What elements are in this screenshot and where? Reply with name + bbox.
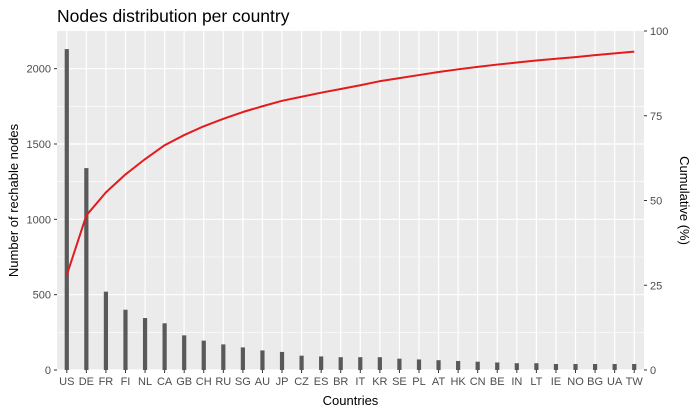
bar-BE	[495, 362, 500, 370]
x-tick-label: GB	[176, 376, 192, 388]
x-tick-label: SG	[235, 376, 251, 388]
bar-SE	[397, 358, 402, 370]
x-tick-label: KR	[372, 376, 387, 388]
bar-series	[64, 49, 637, 371]
x-tick-label: AU	[255, 376, 270, 388]
bar-NO	[573, 363, 578, 370]
bar-PL	[416, 359, 422, 370]
x-tick-label: DE	[79, 376, 94, 388]
x-tick-label: TW	[626, 376, 644, 388]
x-tick-label: NL	[138, 376, 152, 388]
bar-CN	[475, 361, 480, 370]
bar-HK	[456, 360, 461, 370]
x-tick-label: JP	[276, 376, 289, 388]
bar-RU	[221, 344, 226, 370]
bar-SG	[240, 347, 245, 370]
bar-IT	[358, 357, 363, 370]
x-tick-label: IE	[551, 376, 561, 388]
y2-tick-label: 75	[650, 111, 662, 123]
bar-DE	[84, 168, 89, 370]
bar-CA	[162, 323, 167, 370]
bar-IN	[514, 363, 519, 370]
y2-axis-title: Cumulative (%)	[677, 156, 692, 245]
y2-tick-label: 50	[650, 196, 662, 208]
x-tick-label: IN	[511, 376, 522, 388]
bar-US	[64, 49, 69, 371]
bar-FR	[103, 291, 109, 370]
bar-AU	[260, 350, 265, 370]
x-tick-label: BE	[490, 376, 505, 388]
y-tick-label: 1500	[27, 139, 51, 151]
x-tick-label: FI	[121, 376, 131, 388]
bar-JP	[279, 351, 285, 370]
y-tick-label: 2000	[27, 64, 51, 76]
bar-NL	[142, 318, 148, 370]
y-tick-label: 500	[33, 290, 51, 302]
bar-LT	[534, 363, 539, 370]
bar-FI	[123, 309, 128, 370]
x-tick-label: UA	[607, 376, 623, 388]
chart-title: Nodes distribution per country	[57, 6, 290, 26]
bar-BG	[592, 363, 598, 370]
bar-ES	[319, 356, 324, 370]
x-tick-label: BG	[587, 376, 603, 388]
x-tick-label: SE	[392, 376, 407, 388]
x-tick-label: PL	[412, 376, 425, 388]
x-tick-label: CZ	[294, 376, 309, 388]
x-tick-label: HK	[450, 376, 466, 388]
bar-BR	[338, 357, 343, 370]
bar-GB	[182, 335, 187, 370]
x-tick-label: IT	[355, 376, 365, 388]
bar-CZ	[299, 355, 304, 370]
x-tick-label: CN	[470, 376, 486, 388]
y-axis-left: 0 500 1000 1500 2000	[27, 64, 57, 377]
y2-tick-label: 0	[650, 365, 656, 377]
x-tick-label: CA	[157, 376, 173, 388]
x-tick-label: CH	[196, 376, 212, 388]
bar-IE	[553, 363, 559, 370]
x-tick-label: AT	[432, 376, 446, 388]
y2-tick-label: 100	[650, 26, 668, 38]
y-axis-title: Number of rechable nodes	[6, 123, 21, 277]
bar-KR	[377, 357, 382, 370]
bar-TW	[632, 363, 637, 370]
cumulative-line-series	[65, 50, 635, 276]
x-tick-label: BR	[333, 376, 348, 388]
x-tick-label: RU	[215, 376, 231, 388]
x-axis: US DE FR FI NL CA GB CH RU SG AU JP CZ ES BR IT KR SE PL AT…	[59, 370, 643, 388]
cumulative-line	[65, 50, 635, 276]
y-axis-right: 0 25 50 75 100	[644, 26, 668, 377]
y-tick-label: 1000	[27, 214, 51, 226]
y-tick-label: 0	[45, 365, 51, 377]
x-tick-label: NO	[567, 376, 584, 388]
x-tick-label: LT	[530, 376, 542, 388]
x-axis-title: Countries	[323, 393, 379, 408]
bar-AT	[436, 360, 441, 370]
bar-UA	[612, 363, 617, 370]
bar-CH	[201, 340, 206, 370]
x-tick-label: ES	[314, 376, 329, 388]
y2-tick-label: 25	[650, 280, 662, 292]
x-tick-label: FR	[99, 376, 114, 388]
x-tick-label: US	[59, 376, 74, 388]
